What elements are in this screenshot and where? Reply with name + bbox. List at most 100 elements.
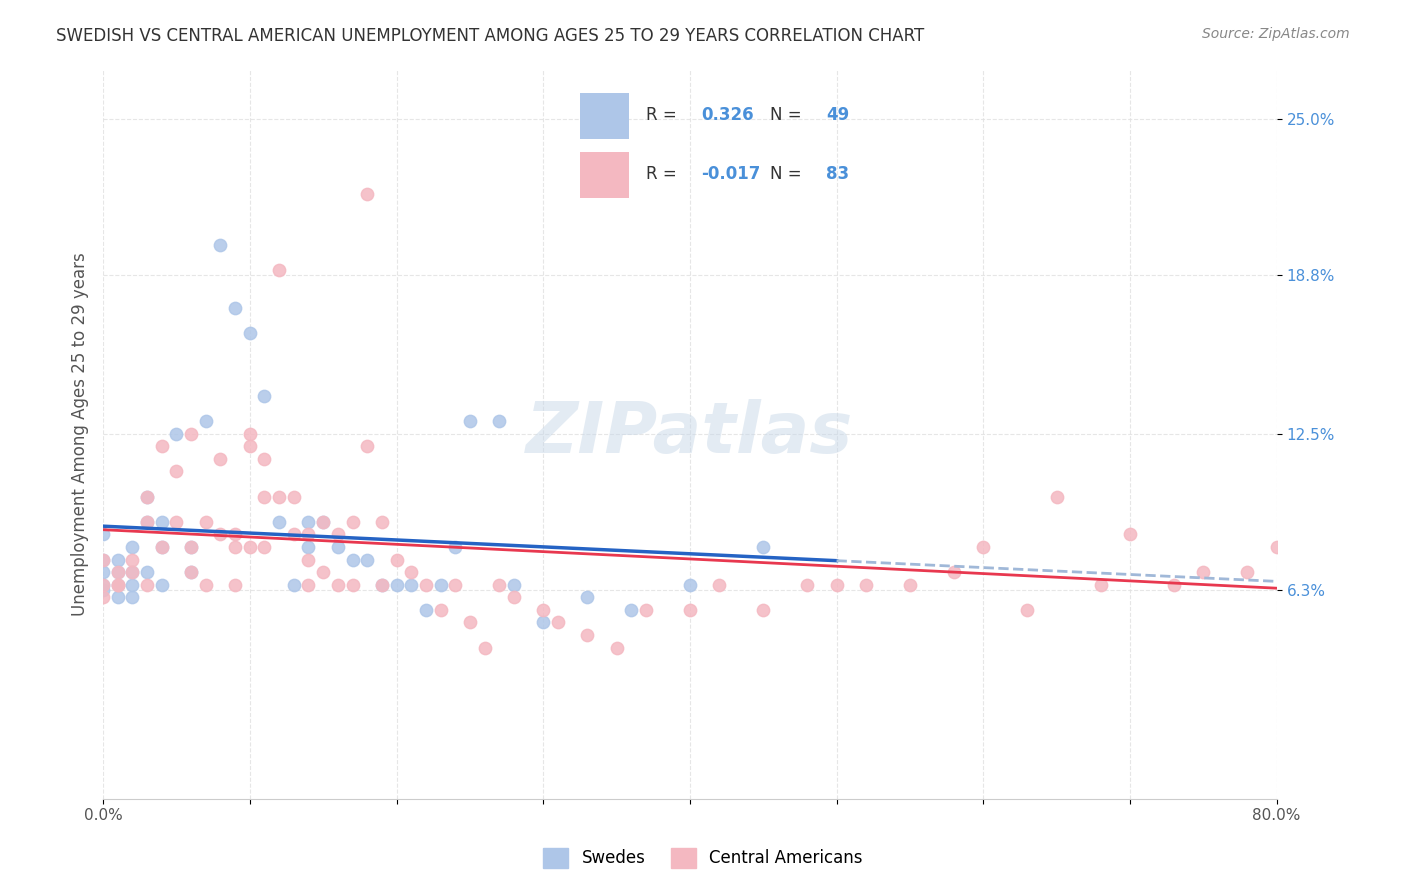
Point — [297, 527, 319, 541]
Point — [297, 552, 319, 566]
Point — [253, 451, 276, 466]
Point — [1192, 565, 1215, 579]
Point — [283, 527, 305, 541]
Point — [91, 552, 114, 566]
Point — [356, 187, 378, 202]
Point — [224, 578, 246, 592]
Point — [121, 540, 143, 554]
Point — [458, 414, 481, 428]
Point — [91, 591, 114, 605]
Point — [194, 414, 217, 428]
Point — [121, 552, 143, 566]
Point — [752, 603, 775, 617]
Point — [107, 578, 129, 592]
Point — [825, 578, 848, 592]
Point — [136, 515, 159, 529]
Point — [1017, 603, 1039, 617]
Point — [326, 527, 349, 541]
Point — [972, 540, 994, 554]
Point — [150, 540, 173, 554]
Point — [136, 578, 159, 592]
Point — [239, 426, 262, 441]
Point — [91, 578, 114, 592]
Point — [458, 615, 481, 630]
Point — [136, 490, 159, 504]
Point — [1295, 578, 1317, 592]
Point — [342, 552, 364, 566]
Point — [547, 615, 569, 630]
Point — [752, 540, 775, 554]
Point — [107, 565, 129, 579]
Point — [136, 565, 159, 579]
Point — [297, 540, 319, 554]
Point — [942, 565, 965, 579]
Point — [531, 615, 554, 630]
Point — [180, 540, 202, 554]
Point — [709, 578, 731, 592]
Point — [399, 565, 422, 579]
Point — [91, 582, 114, 597]
Point — [356, 439, 378, 453]
Point — [356, 552, 378, 566]
Point — [224, 527, 246, 541]
Point — [1119, 527, 1142, 541]
Point — [136, 490, 159, 504]
Point — [121, 565, 143, 579]
Point — [121, 578, 143, 592]
Point — [209, 237, 232, 252]
Point — [180, 540, 202, 554]
Point — [502, 591, 524, 605]
Point — [1046, 490, 1069, 504]
Point — [166, 426, 188, 441]
Point — [342, 578, 364, 592]
Point — [150, 439, 173, 453]
Point — [898, 578, 921, 592]
Point — [91, 578, 114, 592]
Point — [209, 527, 232, 541]
Point — [326, 540, 349, 554]
Point — [415, 603, 437, 617]
Text: ZIPatlas: ZIPatlas — [526, 399, 853, 468]
Point — [576, 591, 599, 605]
Point — [239, 540, 262, 554]
Point — [253, 490, 276, 504]
Point — [326, 578, 349, 592]
Point — [531, 603, 554, 617]
Point — [253, 389, 276, 403]
Point — [91, 552, 114, 566]
Point — [429, 578, 451, 592]
Point — [121, 591, 143, 605]
Text: Source: ZipAtlas.com: Source: ZipAtlas.com — [1202, 27, 1350, 41]
Point — [679, 603, 702, 617]
Point — [180, 426, 202, 441]
Point — [283, 578, 305, 592]
Point — [474, 640, 496, 655]
Point — [1236, 565, 1258, 579]
Point — [136, 515, 159, 529]
Point — [107, 578, 129, 592]
Point — [312, 565, 335, 579]
Point — [209, 451, 232, 466]
Point — [312, 515, 335, 529]
Point — [1265, 540, 1288, 554]
Legend: Swedes, Central Americans: Swedes, Central Americans — [537, 841, 869, 875]
Point — [1368, 565, 1391, 579]
Point — [269, 515, 291, 529]
Point — [371, 578, 394, 592]
Point — [297, 578, 319, 592]
Y-axis label: Unemployment Among Ages 25 to 29 years: Unemployment Among Ages 25 to 29 years — [72, 252, 89, 615]
Point — [91, 527, 114, 541]
Point — [855, 578, 877, 592]
Point — [502, 578, 524, 592]
Point — [269, 263, 291, 277]
Point — [796, 578, 818, 592]
Point — [194, 578, 217, 592]
Point — [371, 578, 394, 592]
Point — [297, 515, 319, 529]
Point — [488, 578, 510, 592]
Text: SWEDISH VS CENTRAL AMERICAN UNEMPLOYMENT AMONG AGES 25 TO 29 YEARS CORRELATION C: SWEDISH VS CENTRAL AMERICAN UNEMPLOYMENT… — [56, 27, 925, 45]
Point — [399, 578, 422, 592]
Point — [385, 552, 408, 566]
Point — [107, 565, 129, 579]
Point — [415, 578, 437, 592]
